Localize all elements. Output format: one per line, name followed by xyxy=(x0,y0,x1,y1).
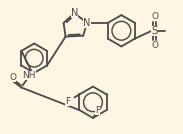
Text: O: O xyxy=(151,41,158,50)
Text: N: N xyxy=(83,18,91,28)
Text: NH: NH xyxy=(23,71,36,80)
Text: N: N xyxy=(71,8,78,18)
Text: F: F xyxy=(95,106,100,115)
Text: S: S xyxy=(151,26,158,36)
Text: F: F xyxy=(65,97,70,106)
Text: O: O xyxy=(9,73,16,82)
Text: O: O xyxy=(151,12,158,21)
